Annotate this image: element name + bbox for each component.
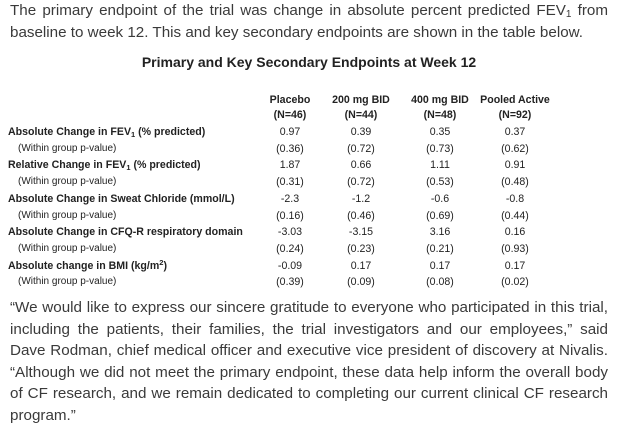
table-cell: -0.09 xyxy=(277,259,303,272)
header-empty-cell xyxy=(8,93,260,108)
pvalue-label: (Within group p-value) xyxy=(18,142,117,154)
table-cell: (0.46) xyxy=(347,209,375,222)
column-header-pooled: Pooled Active xyxy=(480,94,550,106)
row-label-sweat-chloride: Absolute Change in Sweat Chloride (mmol/… xyxy=(8,192,235,205)
table-title: Primary and Key Secondary Endpoints at W… xyxy=(141,54,477,70)
table-cell: (0.08) xyxy=(426,276,454,289)
table-row-pvalue: (Within group p-value) (0.39) (0.09) (0.… xyxy=(8,274,552,291)
row-label-text: Absolute Change in FEV xyxy=(8,126,132,138)
fev-subscript: 1 xyxy=(565,9,572,20)
table-cell: 0.17 xyxy=(350,259,372,272)
pvalue-label: (Within group p-value) xyxy=(18,176,117,188)
header-row-names: Placebo 200 mg BID 400 mg BID Pooled Act… xyxy=(8,93,552,108)
table-cell: 0.66 xyxy=(350,159,372,172)
table-cell: 1.87 xyxy=(279,159,301,172)
table-cell: (0.72) xyxy=(347,176,375,189)
column-n-pooled: (N=92) xyxy=(498,109,532,121)
table-row-pvalue: (Within group p-value) (0.31) (0.72) (0.… xyxy=(8,174,552,191)
table-cell: -3.03 xyxy=(277,226,303,239)
table-cell: 0.16 xyxy=(504,226,526,239)
pvalue-label: (Within group p-value) xyxy=(18,209,117,221)
table-cell: -3.15 xyxy=(348,226,374,239)
row-label-bmi: Absolute change in BMI (kg/m2) xyxy=(8,258,260,275)
table-cell: (0.23) xyxy=(347,242,375,255)
table-cell: (0.24) xyxy=(276,242,304,255)
row-label-absolute-fev1: Absolute Change in FEV1 (% predicted) xyxy=(8,124,260,141)
table-cell: (0.48) xyxy=(501,176,529,189)
table-row: Absolute Change in FEV1 (% predicted) 0.… xyxy=(8,124,552,141)
table-cell: (0.09) xyxy=(347,276,375,289)
table-cell: 0.97 xyxy=(279,126,301,138)
table-cell: -2.3 xyxy=(280,192,300,205)
pvalue-label: (Within group p-value) xyxy=(18,276,117,288)
endpoints-table: Placebo 200 mg BID 400 mg BID Pooled Act… xyxy=(8,93,552,291)
table-cell: (0.39) xyxy=(276,276,304,289)
table-cell: 3.16 xyxy=(429,226,451,239)
table-cell: (0.16) xyxy=(276,209,304,222)
table-cell: -0.8 xyxy=(505,192,525,205)
row-label-unit: (% predicted) xyxy=(130,159,201,172)
table-cell: 0.35 xyxy=(429,126,451,138)
column-n-200mg: (N=44) xyxy=(344,109,378,121)
table-row: Absolute Change in Sweat Chloride (mmol/… xyxy=(8,191,552,208)
table-row-pvalue: (Within group p-value) (0.16) (0.46) (0.… xyxy=(8,208,552,225)
column-n-400mg: (N=48) xyxy=(423,109,457,121)
column-header-400mg: 400 mg BID xyxy=(411,94,469,106)
table-row: Relative Change in FEV1 (% predicted) 1.… xyxy=(8,157,552,174)
table-cell: (0.69) xyxy=(426,209,454,222)
table-row: Absolute Change in CFQ-R respiratory dom… xyxy=(8,224,552,241)
fev-subscript: 1 xyxy=(126,163,131,173)
row-label-unit: ) xyxy=(163,259,167,272)
fev-subscript: 1 xyxy=(131,130,136,139)
header-row-n: (N=46) (N=44) (N=48) (N=92) xyxy=(8,108,552,124)
intro-text-end: from baseline to week 12. This and key s… xyxy=(10,2,608,41)
row-label-cfqr: Absolute Change in CFQ-R respiratory dom… xyxy=(8,226,243,239)
table-cell: (0.21) xyxy=(426,242,454,255)
table-cell: (0.53) xyxy=(426,176,454,189)
intro-paragraph: The primary endpoint of the trial was ch… xyxy=(10,0,608,43)
table-cell: 0.39 xyxy=(350,126,372,138)
table-cell: 0.91 xyxy=(504,159,526,172)
table-cell: (0.02) xyxy=(501,276,529,289)
table-cell: (0.62) xyxy=(501,142,529,155)
row-label-text: Relative Change in FEV xyxy=(8,159,127,172)
table-cell: 0.17 xyxy=(429,259,451,272)
row-label-text: Absolute change in BMI (kg/m xyxy=(8,259,160,272)
table-cell: (0.31) xyxy=(276,176,304,189)
table-cell: (0.44) xyxy=(501,209,529,222)
column-header-200mg: 200 mg BID xyxy=(332,94,390,106)
table-cell: -0.6 xyxy=(430,192,450,205)
pvalue-label: (Within group p-value) xyxy=(18,242,117,254)
table-cell: (0.93) xyxy=(501,242,529,255)
bmi-superscript: 2 xyxy=(159,257,164,267)
table-cell: (0.36) xyxy=(276,142,304,155)
column-n-placebo: (N=46) xyxy=(273,109,307,121)
row-label-relative-fev1: Relative Change in FEV1 (% predicted) xyxy=(8,157,260,174)
header-empty-cell xyxy=(8,108,260,124)
table-cell: 1.11 xyxy=(430,159,450,172)
table-row-pvalue: (Within group p-value) (0.24) (0.23) (0.… xyxy=(8,241,552,258)
row-label-unit: (% predicted) xyxy=(135,126,206,138)
table-cell: -1.2 xyxy=(351,192,371,205)
table-cell: (0.73) xyxy=(426,142,454,155)
column-header-placebo: Placebo xyxy=(269,94,311,106)
table-cell: 0.17 xyxy=(504,259,526,272)
table-row: Absolute change in BMI (kg/m2) -0.09 0.1… xyxy=(8,258,552,275)
table-cell: 0.37 xyxy=(504,126,526,138)
quote-paragraph: “We would like to express our sincere gr… xyxy=(10,299,608,424)
table-cell: (0.72) xyxy=(347,142,375,155)
table-row-pvalue: (Within group p-value) (0.36) (0.72) (0.… xyxy=(8,141,552,158)
intro-text-start: The primary endpoint of the trial was ch… xyxy=(10,2,566,19)
